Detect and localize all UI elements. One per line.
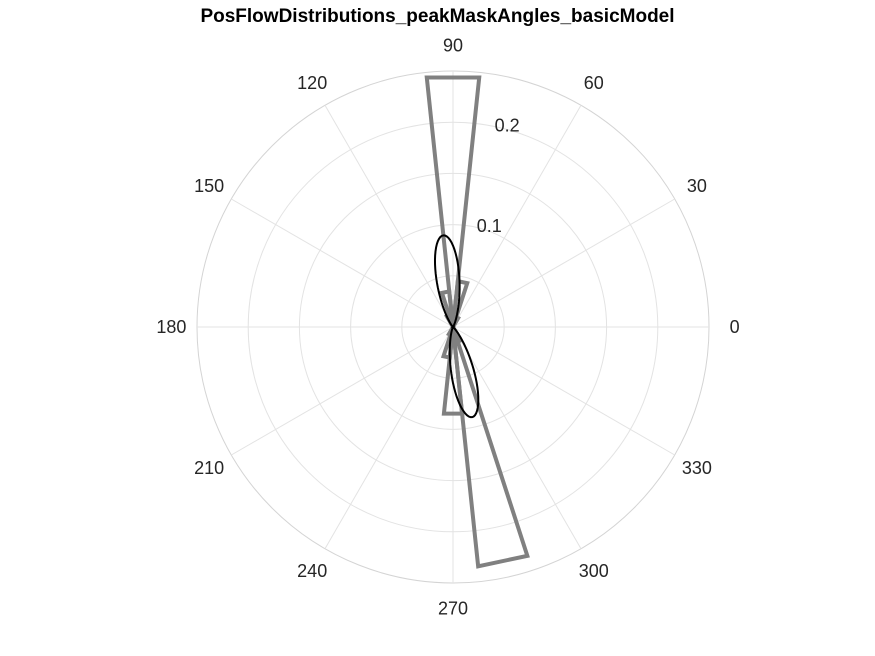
axis-labels: 0 30 60 90 120 150 180 210 240 270 300 330 0.1 0.2 (156, 35, 739, 618)
angle-grid-spoke (231, 198, 454, 328)
angle-tick-label: 300 (579, 561, 609, 581)
histogram-bin (451, 278, 470, 328)
angle-tick-label: 330 (682, 458, 712, 478)
chart-title: PosFlowDistributions_peakMaskAngles_basi… (200, 6, 675, 27)
angle-grid-spoke (231, 326, 454, 456)
histogram-bin (424, 75, 482, 328)
angle-tick-label: 240 (297, 561, 327, 581)
histogram-bin (439, 288, 455, 328)
angle-grid-spoke (324, 105, 454, 328)
angle-tick-label: 120 (297, 73, 327, 93)
angle-tick-label: 0 (730, 317, 740, 337)
radial-tick-label: 0.1 (477, 216, 502, 236)
angle-tick-label: 30 (687, 176, 707, 196)
angle-grid-spoke (324, 326, 454, 549)
angle-grid-spoke (452, 198, 675, 328)
histogram-bin (451, 325, 464, 345)
radial-tick-label: 0.2 (495, 115, 520, 135)
angle-tick-label: 210 (194, 458, 224, 478)
histogram-bin (440, 326, 455, 360)
angle-tick-label: 60 (584, 73, 604, 93)
angle-tick-label: 180 (156, 317, 186, 337)
angle-grid-spoke (452, 326, 675, 456)
angle-tick-label: 90 (443, 35, 463, 55)
fit-curve-series (433, 234, 480, 419)
fit-curve (433, 234, 480, 419)
histogram-series (424, 75, 530, 569)
angle-grid-spoke (452, 105, 582, 328)
histogram-bin (451, 326, 530, 569)
angle-tick-label: 150 (194, 176, 224, 196)
angle-grid-spoke (452, 326, 582, 549)
angle-tick-label: 270 (438, 599, 468, 619)
polar-grid (196, 70, 710, 584)
